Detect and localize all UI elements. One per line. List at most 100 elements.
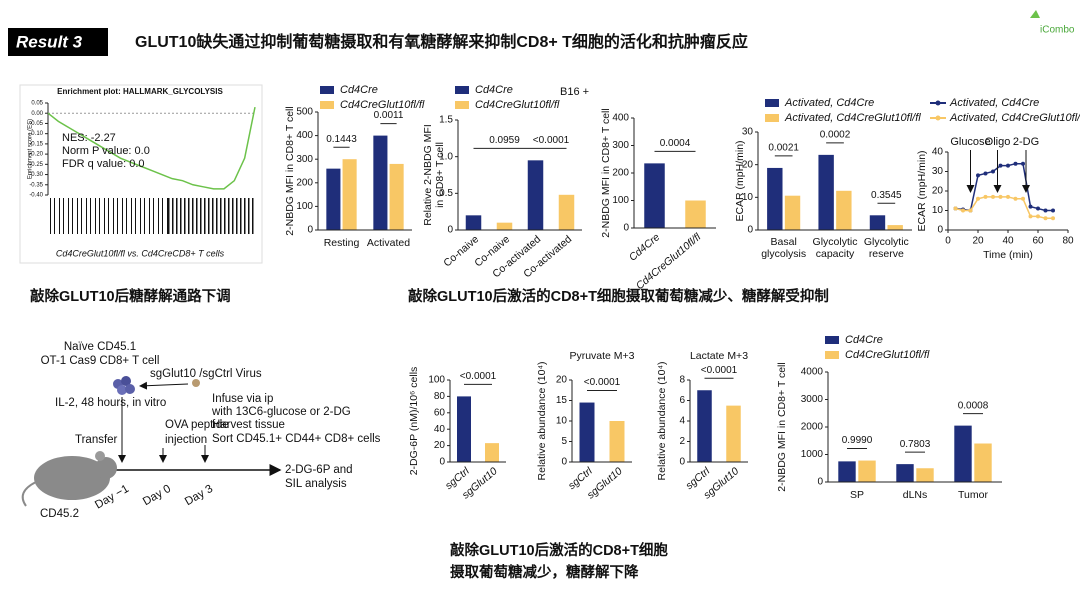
y-tick-label: 40 xyxy=(932,147,944,158)
y-tick-label: 0.00 xyxy=(31,111,43,117)
pvalue: 0.3545 xyxy=(871,190,902,201)
x-tick-label: SP xyxy=(850,489,864,501)
bar xyxy=(784,195,801,230)
caption: 摄取葡萄糖减少，糖酵解下降 xyxy=(450,563,639,581)
annotation: Glucose xyxy=(950,136,990,148)
bar xyxy=(644,163,665,228)
point xyxy=(998,163,1003,168)
annotation: Oligo xyxy=(985,136,1011,148)
diagram-text: Infuse via ip xyxy=(212,393,273,405)
y-tick-label: 200 xyxy=(296,177,313,188)
y-tick-label: 0 xyxy=(937,225,943,236)
x-tick-label: Glycolytic xyxy=(864,236,909,248)
cell-icon xyxy=(117,385,127,395)
bar xyxy=(465,215,482,230)
x-tick-label: Glycolytic xyxy=(813,236,858,248)
point xyxy=(983,194,988,199)
caption: 敲除GLUT10后激活的CD8+T细胞摄取葡萄糖减少、糖酵解受抑制 xyxy=(408,287,829,305)
bar xyxy=(457,396,471,462)
x-tick-label: Activated xyxy=(367,237,410,249)
y-axis-label: Enrichment score (ES) xyxy=(28,119,34,179)
y-tick-label: 20 xyxy=(932,186,944,197)
y-tick-label: 20 xyxy=(742,159,754,170)
y-tick-label: 20 xyxy=(556,375,568,386)
logo-icon xyxy=(1030,10,1040,18)
legend-swatch xyxy=(455,86,469,94)
y-tick-label: -0.05 xyxy=(29,121,43,127)
gsea-frame xyxy=(19,84,263,264)
x-tick-label: Basal xyxy=(771,236,797,248)
bar xyxy=(579,402,595,462)
y-tick-label: 0 xyxy=(679,457,685,468)
point xyxy=(991,194,995,199)
y-tick-label: -0.10 xyxy=(29,131,43,137)
annotation: 2-DG xyxy=(1013,136,1039,148)
y-tick-label: 3000 xyxy=(801,394,824,405)
x-axis-label: Time (min) xyxy=(983,249,1033,261)
y-tick-label: -0.35 xyxy=(29,182,43,188)
point xyxy=(1051,208,1055,213)
y-axis-label: in CD8+ T cell xyxy=(434,142,446,208)
logo: iCombo xyxy=(1040,25,1075,36)
diagram-text: Harvest tissue xyxy=(212,419,285,431)
legend-swatch xyxy=(765,99,779,107)
pvalue: 0.0021 xyxy=(768,143,799,154)
bar xyxy=(869,215,886,230)
legend-swatch xyxy=(320,101,334,109)
y-tick-label: 30 xyxy=(932,166,944,177)
y-tick-label: 0 xyxy=(439,457,445,468)
y-axis-label: Relative abundance (10⁴) xyxy=(536,362,548,481)
y-tick-label: 2000 xyxy=(801,422,824,433)
point xyxy=(1013,161,1018,166)
x-tick-label: dLNs xyxy=(903,489,928,501)
y-tick-label: -0.25 xyxy=(29,162,43,168)
point xyxy=(991,169,995,174)
gsea-hits xyxy=(48,198,168,234)
y-tick-label: 100 xyxy=(428,375,445,386)
point xyxy=(976,196,980,201)
pvalue: 0.0959 xyxy=(489,135,520,146)
legend-swatch xyxy=(825,336,839,344)
stat: Norm P value: 0.0 xyxy=(62,145,150,157)
bar xyxy=(916,468,934,482)
legend-label: Cd4CreGlut10fl/fl xyxy=(340,99,425,111)
y-tick-label: 0.05 xyxy=(31,101,43,107)
bar xyxy=(818,154,834,230)
legend-label: Cd4CreGlut10fl/fl xyxy=(475,99,560,111)
y-tick-label: 8 xyxy=(679,375,685,386)
point xyxy=(1028,214,1033,219)
x-tick-label: reserve xyxy=(869,248,904,260)
badge-text: Result 3 xyxy=(16,32,83,51)
y-tick-label: 1000 xyxy=(801,449,824,460)
y-tick-label: -0.20 xyxy=(29,152,43,158)
pvalue: <0.0001 xyxy=(701,365,738,376)
mouse-icon xyxy=(34,456,110,500)
bar xyxy=(954,425,972,482)
y-tick-label: 1.5 xyxy=(439,115,453,126)
y-axis-label: 2-NBDG MFI in CD8+ T cell xyxy=(600,108,612,237)
legend-label: Activated, Cd4CreGlut10fl/fl xyxy=(784,112,921,124)
y-axis-label: Relative abundance (10⁴) xyxy=(656,362,668,481)
bar xyxy=(726,405,741,462)
slide-title: GLUT10缺失通过抑制葡萄糖摄取和有氧糖酵解来抑制CD8+ T细胞的活化和抗肿… xyxy=(135,32,748,51)
mouse-icon xyxy=(95,457,117,479)
stat: NES: -2.27 xyxy=(62,132,116,144)
point xyxy=(1043,216,1048,221)
pvalue: <0.0001 xyxy=(533,135,570,146)
y-tick-label: 60 xyxy=(434,407,446,418)
caption: 敲除GLUT10后糖酵解通路下调 xyxy=(30,287,231,305)
stat: FDR q value: 0.0 xyxy=(62,158,145,170)
y-tick-label: 100 xyxy=(296,201,313,212)
legend-label: Cd4CreGlut10fl/fl xyxy=(845,349,930,361)
pvalue: 0.9990 xyxy=(842,435,873,446)
bar xyxy=(373,135,388,230)
pvalue: 0.0004 xyxy=(660,138,691,149)
diagram: Naïve CD45.1 OT-1 Cas9 CD8+ T cell sgGlu… xyxy=(21,341,381,520)
y-axis-label: ECAR (mpH/min) xyxy=(916,150,928,231)
y-axis-label: 2-DG-6P (nM)/10⁶ cells xyxy=(408,367,420,476)
y-tick-label: 15 xyxy=(556,395,568,406)
point xyxy=(1006,194,1010,199)
bar xyxy=(838,461,856,482)
y-tick-label: 40 xyxy=(434,424,446,435)
